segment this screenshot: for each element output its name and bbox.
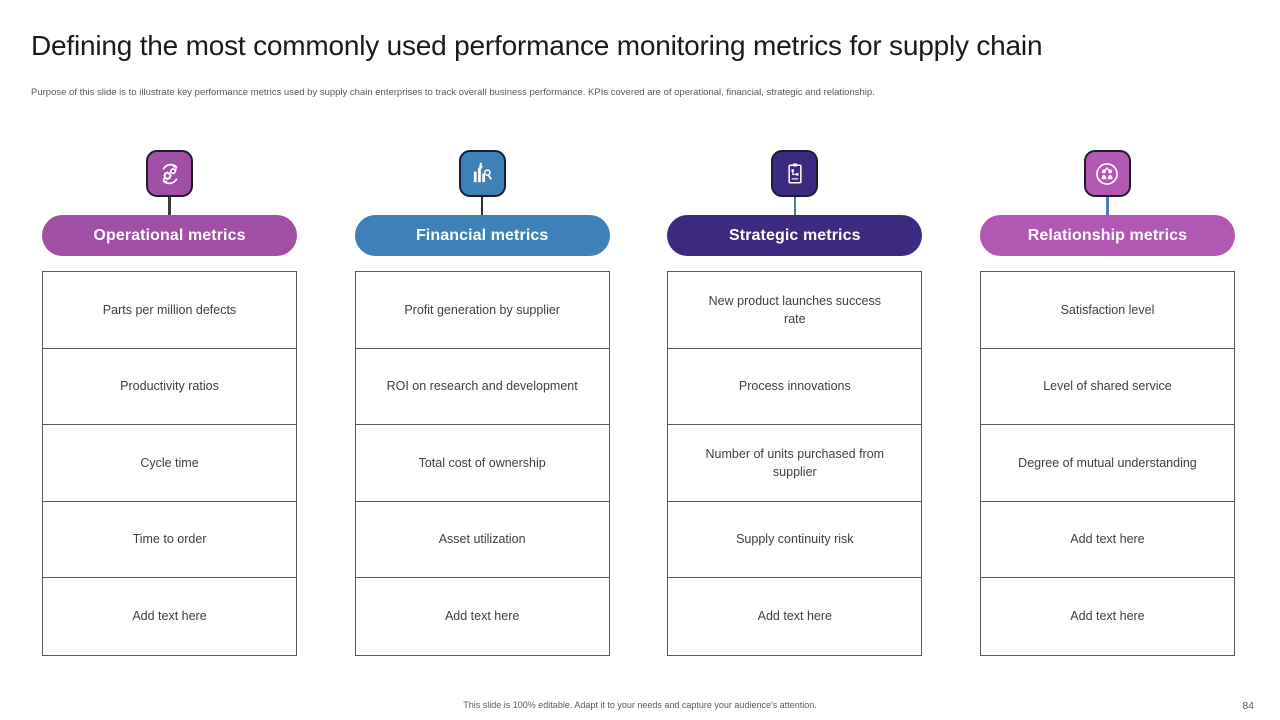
header-pill-strategic: Strategic metrics [667,215,923,256]
metric-cell: Cycle time [43,425,296,502]
metric-table-financial: Profit generation by supplier ROI on res… [354,271,610,656]
metric-table-strategic: New product launches success rate Proces… [667,271,923,656]
metric-cell: Total cost of ownership [355,425,609,502]
metric-table-relationship: Satisfaction level Level of shared servi… [979,271,1235,656]
metric-cell: Productivity ratios [43,349,296,425]
header-pill-operational: Operational metrics [42,215,297,256]
metric-cell: Profit generation by supplier [355,272,609,349]
page-number: 84 [1242,700,1254,712]
metric-cell: Add text here [757,609,832,624]
metric-cell: Process innovations [668,349,922,425]
slide-subtitle: Purpose of this slide is to illustrate k… [31,87,875,98]
bar-chart-analysis-icon [458,150,506,197]
metric-cell: Asset utilization [355,502,609,578]
header-label: Strategic metrics [729,226,861,244]
metric-cell: Level of shared service [980,349,1234,425]
metric-cell: Parts per million defects [43,272,296,349]
metric-cell: Time to order [43,502,296,578]
column-financial-metrics: Financial metrics Profit generation by s… [354,150,610,656]
strategy-clipboard-icon [771,150,819,197]
column-operational-metrics: Operational metrics Parts per million de… [42,150,297,656]
metric-cell: Add text here [444,609,520,624]
metric-cell: Satisfaction level [980,272,1234,349]
header-pill-financial: Financial metrics [354,215,610,256]
header-label: Relationship metrics [1027,226,1188,244]
page-title: Defining the most commonly used performa… [31,30,1043,61]
metric-columns: Operational metrics Parts per million de… [42,150,1235,656]
metric-cell: Add text here [1070,609,1145,624]
metric-table-operational: Parts per million defects Productivity r… [42,271,297,656]
partnership-icon [1083,150,1131,197]
gears-sync-icon [146,150,193,197]
column-strategic-metrics: Strategic metrics New product launches s… [667,150,923,656]
metric-cell: Degree of mutual understanding [980,425,1234,502]
metric-cell: Number of units purchased from supplier [668,425,922,502]
connector-line [168,197,171,215]
connector-line [1106,197,1109,215]
header-pill-relationship: Relationship metrics [979,215,1235,256]
footer-note: This slide is 100% editable. Adapt it to… [463,700,817,710]
column-relationship-metrics: Relationship metrics Satisfaction level … [979,150,1235,656]
metric-cell: Add text here [132,609,207,624]
metric-cell: New product launches success rate [668,272,922,349]
header-label: Operational metrics [93,226,246,244]
metric-cell: ROI on research and development [355,349,609,425]
metric-cell: Supply continuity risk [668,502,922,578]
connector-line [480,197,484,215]
connector-line [793,197,797,215]
metric-cell: Add text here [980,502,1234,578]
header-label: Financial metrics [415,226,549,244]
